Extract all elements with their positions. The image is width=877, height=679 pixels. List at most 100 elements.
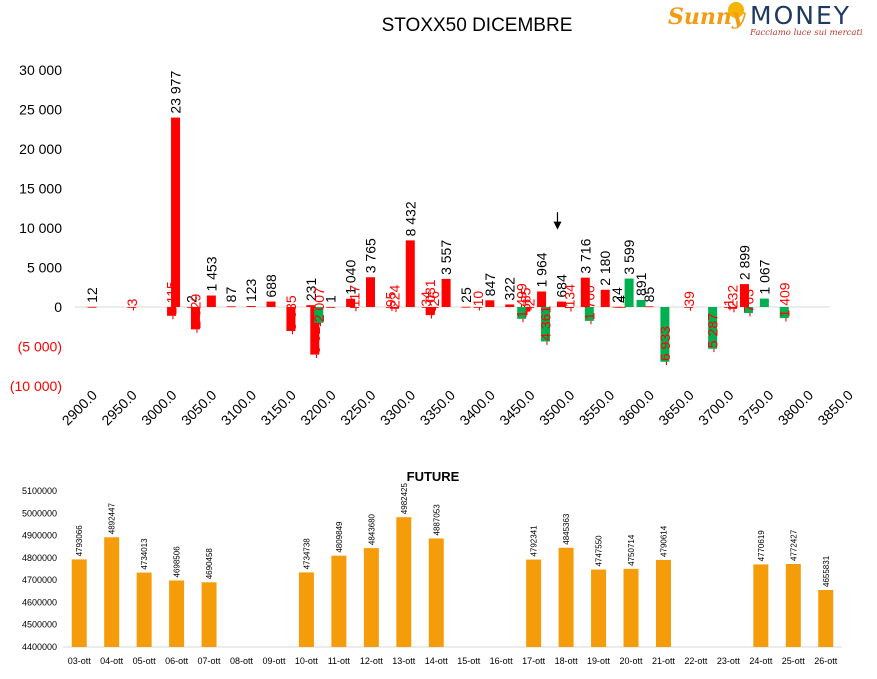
data-label: 688 xyxy=(263,274,279,298)
bar-red xyxy=(556,301,566,307)
x-tick-label: 13-ott xyxy=(392,656,416,666)
y-tick-label: 25 000 xyxy=(19,102,62,118)
y-tick-label: 4700000 xyxy=(22,575,57,585)
data-label: 4690458 xyxy=(205,548,214,580)
y-tick-label: 5 000 xyxy=(27,260,62,276)
future-bar xyxy=(591,569,607,647)
y-tick-label: 15 000 xyxy=(19,181,62,197)
future-bar xyxy=(655,559,671,647)
data-label: -3 xyxy=(124,298,140,311)
y-tick-label: 5000000 xyxy=(22,508,57,518)
x-tick-label: 09-ott xyxy=(262,656,286,666)
bar-red xyxy=(739,284,749,307)
future-bar xyxy=(363,548,379,647)
bar-green xyxy=(708,307,718,349)
future-bar xyxy=(753,564,769,647)
data-label: 24 xyxy=(609,287,625,303)
data-label: 322 xyxy=(502,277,518,301)
data-label: -134 xyxy=(561,284,577,312)
x-tick-label: 3550.0 xyxy=(576,387,618,429)
bar-red xyxy=(537,291,547,307)
x-tick-label: 2950.0 xyxy=(98,387,140,429)
brand-name-money: MONEY xyxy=(750,1,852,30)
bar-red xyxy=(405,240,415,307)
chart-title-future: FUTURE xyxy=(407,469,460,484)
bar-red xyxy=(206,295,216,307)
bar-red xyxy=(310,307,320,355)
y-tick-label: 10 000 xyxy=(19,220,62,236)
bar-green xyxy=(759,298,769,307)
bar-red xyxy=(728,307,738,309)
bar-green xyxy=(779,307,789,319)
y-tick-label: 4900000 xyxy=(22,531,57,541)
x-tick-label: 2900.0 xyxy=(59,387,101,429)
data-label: 23 977 xyxy=(168,71,184,114)
bar-red xyxy=(190,307,200,330)
x-tick-label: 23-ott xyxy=(717,656,741,666)
data-label: 684 xyxy=(553,274,569,298)
future-bar xyxy=(785,564,801,647)
data-label: -2 007 xyxy=(311,287,327,327)
data-label: -3 035 xyxy=(283,295,299,335)
x-tick-label: 10-ott xyxy=(295,656,319,666)
x-tick-label: 3250.0 xyxy=(337,387,379,429)
chart-title-stoxx: STOXX50 DICEMBRE xyxy=(382,15,573,36)
y-tick-label: 4600000 xyxy=(22,597,57,607)
bar-red xyxy=(326,306,336,308)
x-tick-label: 3600.0 xyxy=(616,387,658,429)
x-tick-label: 26-ott xyxy=(814,656,838,666)
data-label: 4698506 xyxy=(173,546,182,578)
data-label: 4793066 xyxy=(75,525,84,557)
future-bar xyxy=(201,582,217,647)
y-tick-label: 0 xyxy=(54,299,62,315)
bar-red xyxy=(473,307,483,308)
data-label: 1 067 xyxy=(756,259,772,294)
data-label: 4772427 xyxy=(789,529,798,561)
y-tick-label: 4800000 xyxy=(22,553,57,563)
brand-logo: Sunny MONEY Facciamo luce sui mercati xyxy=(668,1,868,42)
data-label: 1 xyxy=(323,295,339,303)
data-label: 123 xyxy=(243,278,259,302)
bar-red xyxy=(525,307,535,308)
x-tick-label: 22-ott xyxy=(684,656,708,666)
data-label: 25 xyxy=(458,287,474,303)
y-tick-label: (5 000) xyxy=(18,339,62,355)
data-label: -1 499 xyxy=(514,283,530,323)
x-tick-label: 20-ott xyxy=(620,656,644,666)
x-tick-label: 3100.0 xyxy=(218,387,260,429)
data-label: 4 xyxy=(613,295,629,303)
data-label: -1 760 xyxy=(581,285,597,325)
x-tick-label: 3500.0 xyxy=(536,387,578,429)
data-label: -232 xyxy=(725,285,741,313)
future-bar xyxy=(71,559,87,647)
bar-red xyxy=(266,301,276,307)
sun-icon xyxy=(728,2,744,18)
bar-red xyxy=(226,306,236,308)
x-tick-label: 24-ott xyxy=(749,656,773,666)
bar-red xyxy=(600,289,610,307)
x-tick-label: 17-ott xyxy=(522,656,546,666)
bar-red xyxy=(87,306,97,308)
brand-tagline: Facciamo luce sui mercati xyxy=(750,28,863,38)
bar-red xyxy=(441,278,451,307)
future-bar xyxy=(526,559,542,647)
bar-green xyxy=(624,278,634,307)
future-bar xyxy=(428,538,444,647)
arrow-head xyxy=(553,221,562,230)
data-label: 4887053 xyxy=(432,504,441,536)
data-label: 847 xyxy=(482,273,498,297)
x-tick-label: 12-ott xyxy=(360,656,384,666)
data-label: 4655831 xyxy=(822,555,831,587)
data-label: 4845363 xyxy=(562,513,571,545)
bar-green xyxy=(743,307,753,314)
data-label: -6 023 xyxy=(307,319,323,359)
x-tick-label: 3850.0 xyxy=(814,387,856,429)
bar-red xyxy=(616,306,626,308)
data-label: 85 xyxy=(641,287,657,303)
x-tick-label: 3700.0 xyxy=(695,387,737,429)
bar-green xyxy=(314,307,324,323)
x-tick-label: 06-ott xyxy=(165,656,189,666)
bar-red xyxy=(167,307,177,316)
data-label: 1 964 xyxy=(534,252,550,287)
x-tick-label: 3300.0 xyxy=(377,387,419,429)
